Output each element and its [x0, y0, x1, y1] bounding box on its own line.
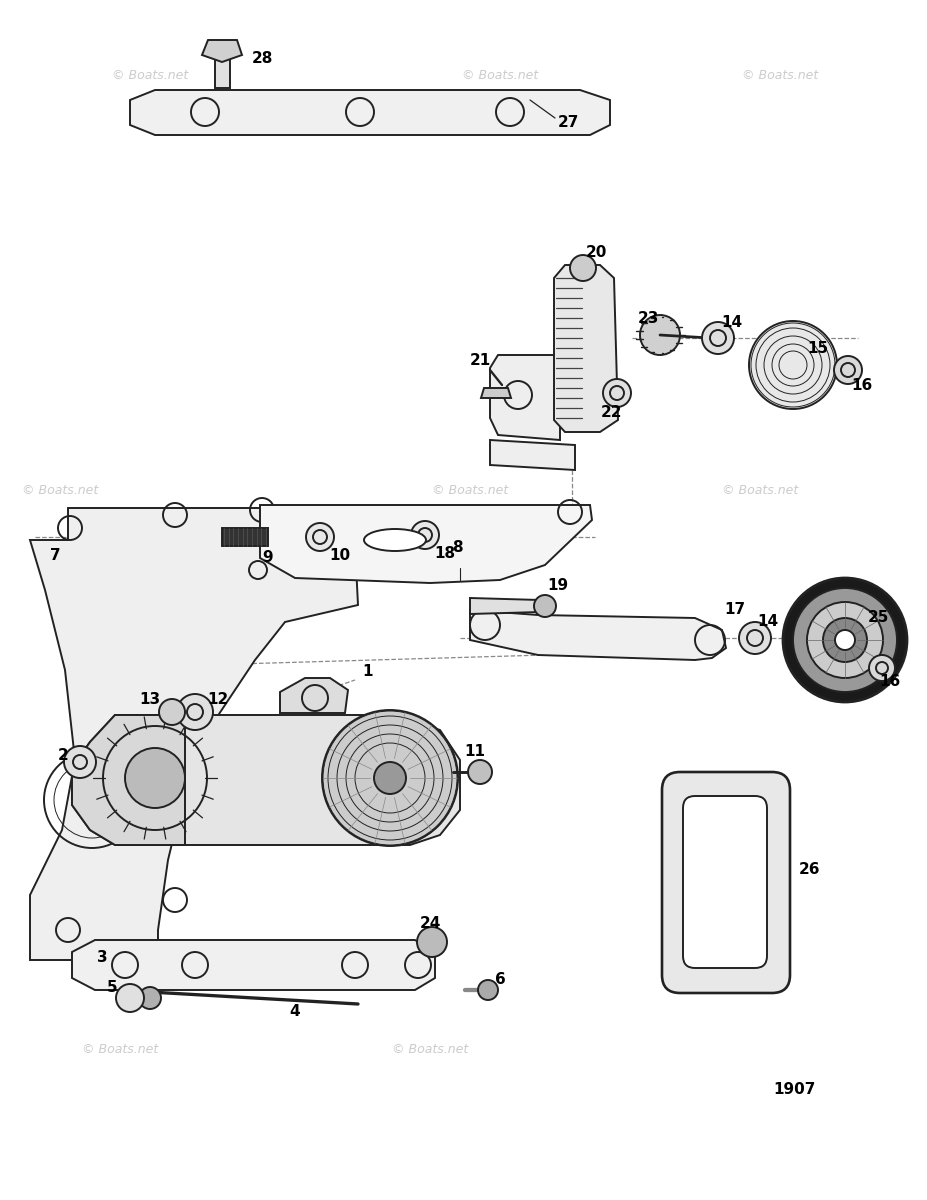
- Polygon shape: [260, 505, 591, 583]
- Text: © Boats.net: © Boats.net: [112, 68, 188, 82]
- Circle shape: [467, 760, 491, 784]
- Text: 27: 27: [557, 114, 578, 130]
- Text: © Boats.net: © Boats.net: [741, 68, 818, 82]
- Polygon shape: [469, 610, 725, 660]
- Text: 24: 24: [419, 917, 440, 931]
- Text: 7: 7: [50, 547, 60, 563]
- Text: © Boats.net: © Boats.net: [82, 1044, 158, 1056]
- Polygon shape: [222, 528, 268, 546]
- FancyBboxPatch shape: [661, 772, 789, 992]
- Text: 12: 12: [207, 692, 228, 708]
- Polygon shape: [553, 265, 617, 432]
- Text: 21: 21: [469, 353, 490, 367]
- Polygon shape: [480, 388, 511, 398]
- Text: 3: 3: [96, 950, 108, 966]
- Polygon shape: [30, 508, 358, 960]
- Text: 14: 14: [720, 314, 742, 330]
- Text: 8: 8: [451, 540, 462, 556]
- Circle shape: [533, 595, 555, 617]
- Circle shape: [748, 322, 836, 409]
- Text: 4: 4: [289, 1004, 300, 1020]
- Polygon shape: [215, 55, 230, 88]
- Circle shape: [603, 379, 630, 407]
- Text: 20: 20: [585, 245, 606, 259]
- Text: © Boats.net: © Boats.net: [721, 484, 797, 497]
- Circle shape: [868, 655, 894, 680]
- Text: © Boats.net: © Boats.net: [391, 1044, 467, 1056]
- Circle shape: [782, 578, 906, 702]
- FancyBboxPatch shape: [682, 796, 767, 968]
- Text: 11: 11: [464, 744, 485, 760]
- Circle shape: [834, 630, 854, 650]
- Circle shape: [306, 523, 334, 551]
- Polygon shape: [72, 940, 435, 990]
- Text: 14: 14: [756, 614, 778, 630]
- Text: 15: 15: [806, 341, 828, 355]
- Text: © Boats.net: © Boats.net: [431, 484, 508, 497]
- Text: 1: 1: [362, 665, 373, 679]
- Circle shape: [477, 980, 498, 1000]
- Text: © Boats.net: © Boats.net: [462, 68, 538, 82]
- Text: 19: 19: [547, 577, 568, 593]
- Polygon shape: [469, 598, 540, 614]
- Polygon shape: [130, 90, 609, 136]
- Circle shape: [793, 588, 896, 692]
- Polygon shape: [202, 40, 242, 62]
- Text: 16: 16: [879, 674, 900, 690]
- Ellipse shape: [363, 529, 425, 551]
- Circle shape: [701, 322, 733, 354]
- Circle shape: [640, 316, 679, 355]
- Text: 10: 10: [329, 548, 350, 564]
- Circle shape: [64, 746, 95, 778]
- Text: 5: 5: [107, 980, 117, 996]
- Polygon shape: [72, 715, 184, 845]
- Text: 18: 18: [434, 546, 455, 562]
- Polygon shape: [489, 440, 575, 470]
- Circle shape: [822, 618, 866, 662]
- Text: 1907: 1907: [773, 1082, 816, 1098]
- Circle shape: [738, 622, 770, 654]
- Text: 16: 16: [850, 378, 871, 392]
- Text: 13: 13: [139, 692, 160, 708]
- Circle shape: [411, 521, 438, 550]
- Polygon shape: [280, 678, 348, 713]
- Circle shape: [416, 926, 447, 956]
- Text: 2: 2: [57, 748, 69, 762]
- Polygon shape: [72, 715, 460, 845]
- Text: 23: 23: [637, 311, 658, 325]
- Text: 6: 6: [494, 972, 505, 988]
- Polygon shape: [489, 355, 559, 440]
- Text: 9: 9: [262, 551, 273, 565]
- Text: 25: 25: [867, 611, 888, 625]
- Text: 26: 26: [798, 863, 819, 877]
- Circle shape: [806, 602, 883, 678]
- Text: © Boats.net: © Boats.net: [711, 943, 787, 956]
- Text: 22: 22: [601, 404, 622, 420]
- Text: © Boats.net: © Boats.net: [22, 484, 98, 497]
- Circle shape: [125, 748, 184, 808]
- Text: 17: 17: [724, 602, 744, 618]
- Circle shape: [159, 698, 184, 725]
- Circle shape: [569, 256, 595, 281]
- Circle shape: [116, 984, 144, 1012]
- Circle shape: [139, 986, 160, 1009]
- Circle shape: [322, 710, 458, 846]
- Circle shape: [374, 762, 406, 794]
- Circle shape: [177, 694, 213, 730]
- Circle shape: [833, 356, 861, 384]
- Text: 28: 28: [251, 50, 273, 66]
